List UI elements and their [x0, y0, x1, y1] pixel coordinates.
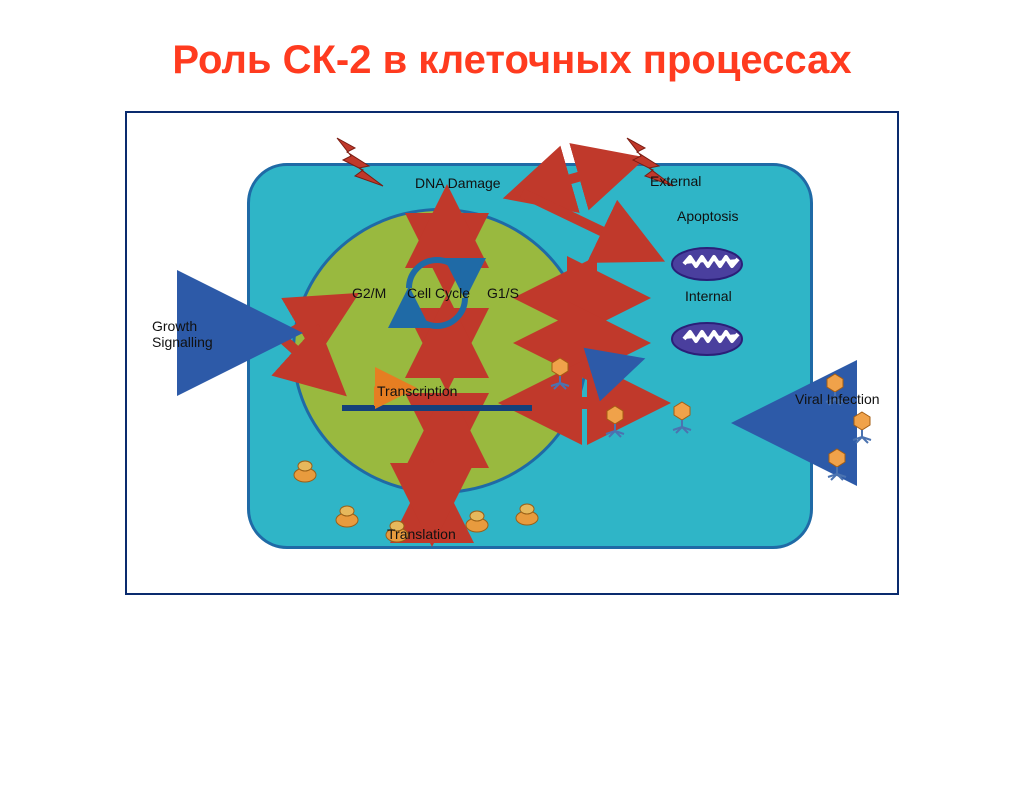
- label-transcription: Transcription: [377, 383, 457, 399]
- label-external: External: [650, 173, 701, 189]
- label-cell-cycle: Cell Cycle: [407, 285, 470, 301]
- label-viral-infection: Viral Infection: [795, 391, 880, 407]
- diagram-overlay: [127, 113, 897, 593]
- label-internal: Internal: [685, 288, 732, 304]
- label-g1s: G1/S: [487, 285, 519, 301]
- label-growth-signalling: Growth Signalling: [152, 318, 213, 350]
- label-apoptosis: Apoptosis: [677, 208, 738, 224]
- diagram-frame: DNA Damage External Apoptosis Internal G…: [125, 111, 899, 595]
- label-g2m: G2/M: [352, 285, 386, 301]
- label-translation: Translation: [387, 526, 456, 542]
- label-dna-damage: DNA Damage: [415, 175, 501, 191]
- page-title: Роль СК-2 в клеточных процессах: [0, 38, 1024, 83]
